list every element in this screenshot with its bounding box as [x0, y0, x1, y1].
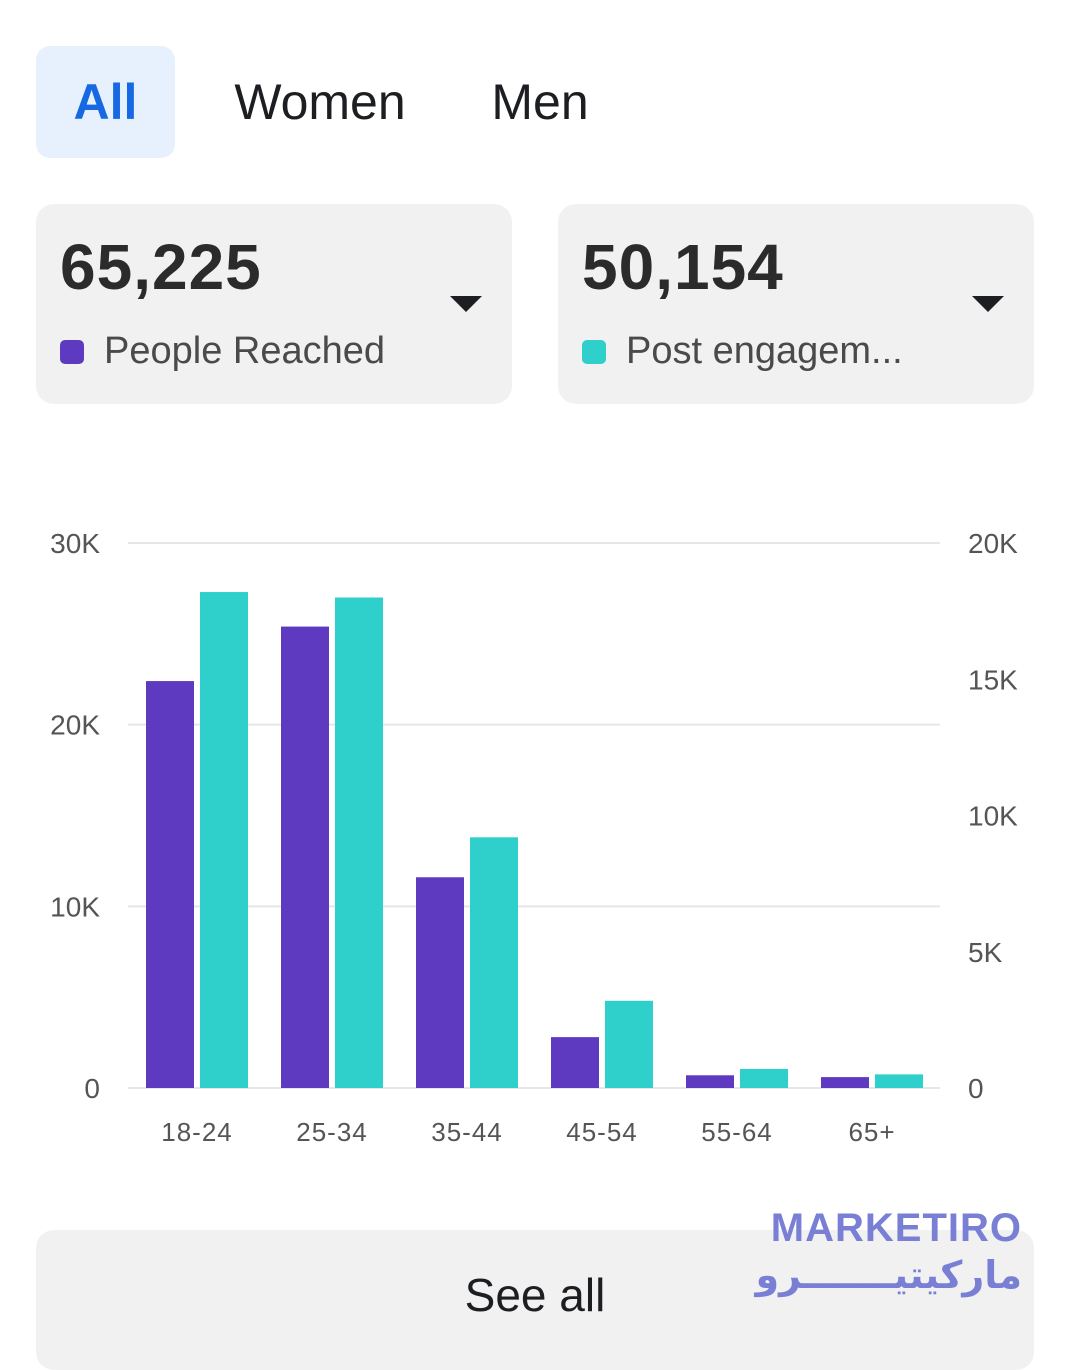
- people-reached-value: 65,225: [60, 231, 262, 303]
- logo-text-en: MARKETIRO: [770, 1206, 1022, 1250]
- people-reached-legend: People Reached: [60, 330, 460, 373]
- bar-post-engagement: [875, 1074, 923, 1088]
- x-tick-label: 18-24: [161, 1117, 233, 1147]
- bar-post-engagement: [200, 592, 248, 1088]
- age-bar-chart: 0 10K 20K 30K 0 5K 10K 15K 20K 18-24 25-34 35-44 45-…: [0, 480, 1080, 1180]
- bar-people-reached: [551, 1037, 599, 1088]
- chevron-down-icon[interactable]: [450, 296, 482, 312]
- bar-post-engagement: [335, 597, 383, 1088]
- bar-people-reached: [821, 1077, 869, 1088]
- bar-post-engagement: [740, 1068, 788, 1088]
- tab-all[interactable]: All: [36, 46, 175, 158]
- x-tick-label: 55-64: [701, 1117, 773, 1147]
- y-right-tick-label: 20K: [968, 528, 1018, 559]
- post-engagement-label: Post engagem...: [626, 330, 903, 372]
- x-tick-label: 35-44: [431, 1117, 503, 1147]
- y-left-tick-label: 10K: [50, 891, 100, 922]
- post-engagement-value: 50,154: [582, 231, 784, 303]
- post-engagement-swatch: [582, 339, 606, 364]
- see-all-button[interactable]: See all: [36, 1230, 1034, 1370]
- people-reached-label: People Reached: [104, 330, 385, 372]
- metric-card-post-engagement[interactable]: 50,154 Post engagem...: [558, 204, 1034, 404]
- logo-text-ar: ماركيتيـــــــرو: [755, 1255, 1022, 1297]
- bar-people-reached: [686, 1075, 734, 1088]
- y-left-tick-label: 20K: [50, 710, 100, 741]
- x-tick-label: 45-54: [566, 1117, 638, 1147]
- marketiro-logo: MARKETIRO ماركيتيـــــــرو: [756, 1206, 1022, 1298]
- y-right-tick-label: 10K: [968, 801, 1018, 832]
- bar-post-engagement: [605, 1000, 653, 1088]
- post-engagement-legend: Post engagem...: [582, 330, 982, 373]
- audience-tabs: All Women Men: [36, 46, 615, 158]
- bar-people-reached: [416, 877, 464, 1088]
- chevron-down-icon[interactable]: [972, 296, 1004, 312]
- people-reached-swatch: [60, 339, 84, 364]
- bar-post-engagement: [470, 837, 518, 1088]
- bar-people-reached: [281, 626, 329, 1088]
- tab-women[interactable]: Women: [234, 74, 406, 130]
- bar-people-reached: [146, 681, 194, 1088]
- y-right-tick-label: 15K: [968, 664, 1018, 695]
- x-tick-label: 65+: [848, 1117, 895, 1147]
- see-all-label: See all: [464, 1269, 606, 1321]
- x-tick-label: 25-34: [296, 1117, 368, 1147]
- metric-card-people-reached[interactable]: 65,225 People Reached: [36, 204, 512, 404]
- y-right-tick-label: 5K: [968, 937, 1003, 968]
- y-left-tick-label: 30K: [50, 528, 100, 559]
- chart-svg: 0 10K 20K 30K 0 5K 10K 15K 20K 18-24 25-34 35-44 45-…: [50, 528, 1018, 1147]
- tab-men[interactable]: Men: [491, 74, 589, 130]
- y-left-tick-label: 0: [84, 1073, 100, 1104]
- y-right-tick-label: 0: [968, 1073, 984, 1104]
